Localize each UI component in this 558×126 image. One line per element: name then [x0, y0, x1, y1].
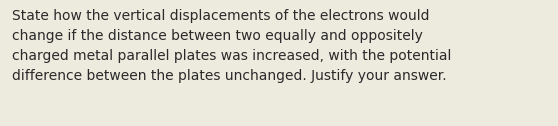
- Text: State how the vertical displacements of the electrons would
change if the distan: State how the vertical displacements of …: [12, 9, 451, 83]
